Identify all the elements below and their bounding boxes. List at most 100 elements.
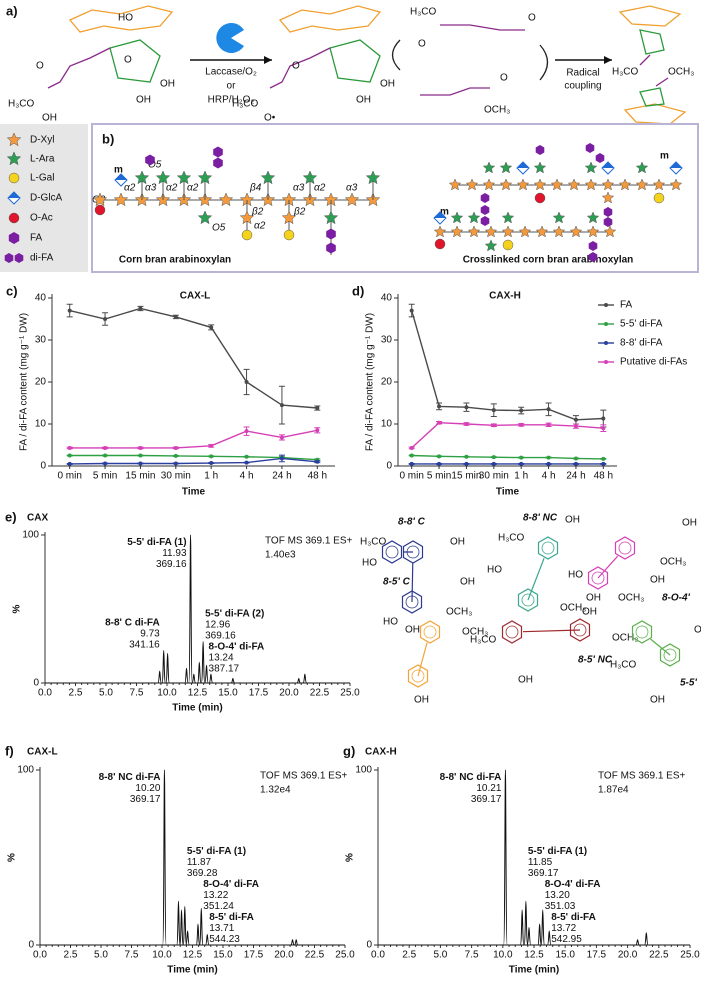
sugar-star (92, 192, 108, 207)
atom: OH (414, 695, 429, 706)
legend-label: FA (620, 300, 633, 311)
atom: O (418, 39, 426, 50)
benzene-ring (537, 536, 559, 560)
point (519, 455, 524, 460)
atom: H₃CO (610, 660, 637, 671)
sugar-star (533, 178, 547, 191)
point (173, 453, 178, 458)
y-axis-label: FA / di-FA content (mg g⁻¹ DW) (19, 313, 30, 451)
fa-hexagon (480, 205, 490, 215)
point (244, 460, 249, 465)
point (244, 454, 249, 459)
peak (635, 939, 640, 946)
legend-marker (604, 341, 608, 345)
peak-name: 8-8' NC di-FA (440, 772, 502, 783)
point (491, 461, 496, 466)
x-tick-label: 17.5 (587, 950, 607, 961)
peak-mz: 387.17 (209, 664, 240, 675)
y-tick-label: 0 (386, 461, 392, 472)
x-axis-label: Time (min) (172, 703, 222, 714)
y-tick-label: 100 (22, 530, 39, 541)
benzene-ring (659, 643, 681, 667)
peak (205, 933, 210, 946)
glca-diamond-top (8, 192, 20, 198)
point (173, 314, 178, 319)
point (409, 308, 414, 313)
x-tick-label: 5 min (93, 471, 117, 482)
peak (179, 909, 184, 946)
aromatic-circle (618, 541, 632, 555)
peak-mz: 369.28 (187, 868, 218, 879)
chart-title: CAX-H (365, 747, 397, 758)
x-tick-label: 15.0 (555, 950, 575, 961)
y-tick-label: 0 (40, 461, 46, 472)
atom: H₃CO (360, 537, 387, 548)
bond (597, 547, 626, 579)
bond (641, 631, 671, 656)
x-tick-label: 7.5 (130, 688, 144, 699)
x-tick-label: 12.5 (524, 950, 544, 961)
sugar-star (176, 170, 192, 185)
peak (540, 909, 545, 946)
sugar-star (467, 211, 481, 224)
y-tick-label: 30 (381, 335, 393, 346)
x-tick-label: 4 h (240, 471, 254, 482)
atom: OH (356, 95, 371, 106)
x-tick-label: 48 h (594, 471, 613, 482)
series-line (411, 421, 604, 449)
point (519, 461, 524, 466)
peak (188, 534, 193, 684)
point (173, 445, 178, 450)
atom: OH (586, 593, 601, 604)
sugar-star (239, 210, 255, 225)
point (67, 461, 72, 466)
linkage: m (114, 165, 123, 176)
atom: OH (518, 675, 533, 686)
atom: OH (136, 95, 151, 106)
sugar-circle (283, 229, 295, 241)
quinone-chain (440, 24, 525, 31)
x-tick-label: 5.0 (99, 688, 113, 699)
point (601, 461, 606, 466)
atom: H₃CO (410, 7, 437, 18)
peak (537, 923, 542, 946)
point (491, 455, 496, 460)
sugar-star (134, 170, 150, 185)
point (138, 445, 143, 450)
legend-item: O-Ac (30, 213, 53, 224)
x-tick-label: 48 h (308, 471, 327, 482)
x-tick-label: 10.0 (493, 950, 513, 961)
peak (644, 932, 649, 946)
series-line (69, 457, 318, 465)
sugar-star (586, 211, 600, 224)
fa-hexagon (603, 217, 613, 227)
product-xylan (618, 5, 682, 27)
sugar-star (197, 170, 213, 185)
peak-name: 8-8' NC di-FA (99, 772, 161, 783)
bond (411, 551, 414, 603)
point (67, 445, 72, 450)
point (103, 461, 108, 466)
glca-diamond-top (602, 162, 614, 168)
curved-arrow (539, 44, 549, 81)
atom: HO (487, 565, 502, 576)
annotation: TOF MS 369.1 ES+ (265, 536, 353, 547)
x-tick-label: 20.0 (618, 950, 638, 961)
series-line (411, 454, 604, 460)
x-tick-label: 24 h (272, 471, 291, 482)
quinone-chain (420, 87, 490, 96)
x-tick-label: 12.5 (188, 688, 208, 699)
atom: OH (450, 537, 465, 548)
x-tick-label: 4 h (542, 471, 556, 482)
atom: OCH₃ (484, 105, 510, 116)
x-tick-label: 0 min (399, 471, 423, 482)
peak-name: 8-5' di-FA (209, 912, 254, 923)
atom: O (528, 13, 536, 24)
point (279, 456, 284, 461)
sugar-star (323, 210, 339, 225)
x-tick-label: 20.0 (279, 688, 299, 699)
point (491, 408, 496, 413)
sugar-star (552, 225, 566, 238)
aromatic-circle (521, 593, 535, 607)
x-tick-label: 25.0 (340, 688, 360, 699)
